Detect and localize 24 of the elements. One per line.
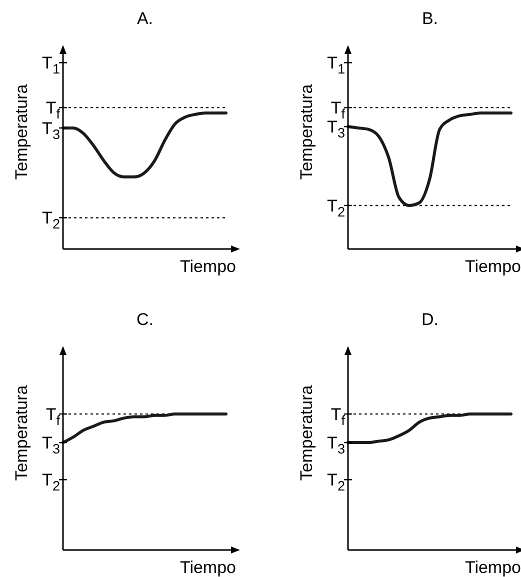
chart-title: D. [422, 310, 438, 329]
ref-line-label: T$_{f}$ [46, 405, 60, 428]
y-axis-title: Temperatura [12, 84, 31, 180]
text: T$_{2}$ [42, 470, 60, 494]
y-axis-title: Temperatura [297, 384, 316, 481]
text: T$_{3}$ [327, 434, 345, 456]
chart-title: C. [136, 310, 154, 329]
x-axis-title: Tiempo [464, 558, 521, 577]
chart-title: A. [136, 9, 154, 28]
ref-line-label: T$_{2}$ [42, 208, 60, 232]
text: T$_{3}$ [42, 434, 60, 456]
text: T$_{1}$ [42, 54, 60, 77]
text: T$_{3}$ [42, 118, 60, 142]
x-axis-title: Tiempo [180, 257, 236, 276]
text: T$_{1}$ [327, 54, 345, 77]
chart-title: B. [422, 9, 438, 28]
x-axis-title: Tiempo [464, 257, 521, 276]
ref-line-label: T$_{f}$ [46, 98, 60, 122]
ref-line-label: T$_{f}$ [330, 405, 346, 428]
text: T$_{2}$ [327, 470, 345, 494]
y-axis-title: Temperatura [12, 384, 31, 481]
y-axis-title: Temperatura [297, 84, 316, 180]
ref-line-label: T$_{2}$ [327, 196, 345, 220]
x-axis-title: Tiempo [180, 558, 236, 577]
